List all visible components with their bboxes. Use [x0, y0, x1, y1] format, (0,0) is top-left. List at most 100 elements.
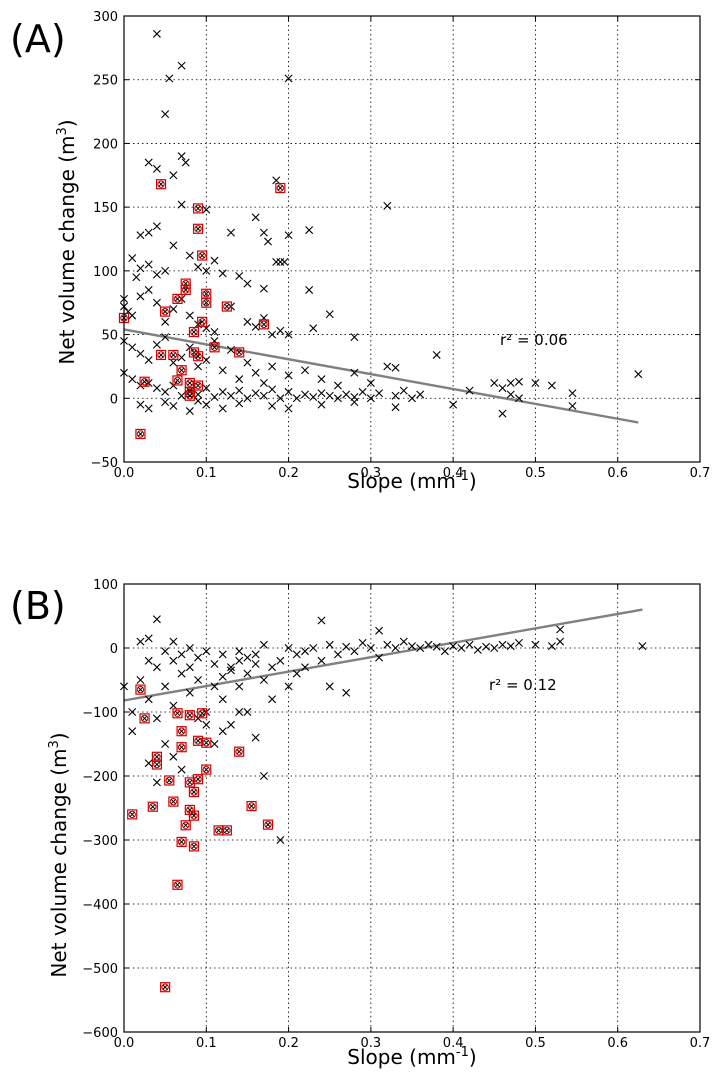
panel-b-data-point [259, 640, 268, 649]
panel-b-data-point [391, 644, 400, 652]
panel-a-data-point [177, 61, 186, 70]
panel-a-data-point [391, 403, 400, 412]
panel-b-data-point [342, 688, 351, 697]
panel-b-ytick-label: −300 [82, 834, 118, 849]
panel-b-data-point [185, 644, 194, 652]
panel-b-ytick-label: −400 [82, 898, 118, 913]
panel-a-data-point [350, 368, 359, 377]
panel-a-data-point [568, 389, 577, 398]
panel-a-ytick-label: 50 [101, 329, 118, 344]
panel-b-data-point [218, 650, 227, 659]
panel-a-data-point [144, 285, 153, 294]
panel-b-ytick-label: −200 [82, 770, 118, 785]
panel-b-data-point [210, 660, 219, 668]
panel-a-highlighted-point [172, 375, 183, 386]
panel-a-data-point [301, 366, 310, 375]
panel-a-data-point [169, 358, 178, 367]
panel-b-xtick-label: 0.5 [525, 1036, 546, 1051]
panel-a-data-point [375, 389, 384, 398]
panel-b-data-point [449, 642, 458, 651]
panel-b-xlabel: Slope (mm [347, 1045, 456, 1069]
panel-a-data-point [251, 322, 260, 331]
panel-b-data-point [556, 637, 565, 646]
panel-a-data-point [350, 333, 359, 342]
panel-a-data-point [128, 343, 137, 352]
panel-a-data-point [194, 390, 203, 399]
panel-b-data-point [432, 642, 441, 651]
panel-b-data-point [218, 695, 227, 704]
panel-b-data-point [251, 733, 260, 742]
panel-a-data-point [399, 386, 408, 395]
panel-a-data-point [408, 394, 416, 403]
panel-b-highlighted-point [221, 825, 232, 836]
panel-a-data-point [194, 396, 203, 405]
panel-a-data-point [276, 257, 285, 266]
panel-b-data-point [284, 644, 293, 652]
panel-a-highlighted-point [221, 301, 232, 312]
panel-a-data-point [181, 158, 190, 167]
panel-b-data-point [161, 740, 170, 748]
panel-b-data-point [202, 647, 211, 656]
panel-b-highlighted-point [188, 810, 200, 821]
panel-b-data-point [226, 666, 235, 675]
panel-b-xtick-label: 0.1 [196, 1036, 217, 1051]
panel-b-data-point [152, 615, 161, 624]
panel-a-highlighted-point [176, 365, 187, 376]
panel-a-data-point [169, 305, 178, 314]
panel-b-data-point [128, 708, 137, 716]
panel-a-data-point [264, 237, 272, 246]
panel-b-data-point [301, 647, 310, 656]
panel-b-data-point [210, 682, 219, 691]
panel-b-highlighted-point [180, 820, 191, 831]
panel-b-data-point [226, 720, 235, 729]
panel-a-data-point [383, 362, 392, 371]
panel-a-data-point [490, 379, 499, 387]
panel-b-xlabel-sup: -1 [456, 1045, 469, 1060]
panel-a-highlighted-point [135, 428, 146, 440]
panel-b-data-point [465, 640, 474, 649]
panel-a-highlighted-point [201, 297, 212, 308]
panel-a-r2-annotation: r² = 0.06 [500, 331, 568, 349]
panel-b-data-point [210, 740, 219, 748]
panel-b-data-point [202, 720, 211, 729]
panel-b-data-point [317, 656, 326, 665]
panel-a-data-point [498, 384, 507, 393]
panel-a-highlighted-point [234, 347, 245, 358]
panel-a-xtick-label: 0.3 [361, 466, 382, 481]
panel-a-data-point [169, 171, 178, 180]
panel-a-data-point [226, 228, 235, 237]
panel-a-data-point [309, 324, 318, 333]
panel-a-data-point [284, 387, 293, 396]
panel-b-xtick-label: 0.0 [114, 1036, 135, 1051]
panel-a-data-point [218, 404, 227, 413]
panel-a-data-point [218, 269, 227, 278]
panel-b-data-point [161, 682, 170, 691]
panel-b-xlabel-suffix: ) [469, 1045, 477, 1069]
panel-b-data-point [243, 653, 252, 662]
panel-a-data-point [152, 29, 161, 38]
panel-a-xtick-label: 0.6 [607, 466, 628, 481]
panel-a-data-point [284, 330, 293, 339]
panel-a-data-point [333, 381, 342, 390]
panel-b-data-point [251, 660, 260, 668]
panel-a-data-point [243, 358, 252, 367]
panel-a-xtick-label: 0.2 [278, 466, 299, 481]
panel-b-data-point [482, 642, 491, 651]
panel-b-data-point [399, 637, 408, 646]
panel-a-data-point [202, 400, 211, 409]
panel-b-highlighted-point [135, 684, 146, 695]
panel-a-data-point [284, 404, 293, 413]
panel-a-xtick-label: 0.1 [196, 466, 217, 481]
panel-a-data-point [259, 391, 268, 400]
panel-a-data-point [317, 375, 326, 384]
panel-a-data-point [317, 400, 326, 409]
panel-a-ytick-label: 150 [93, 201, 118, 216]
panel-b-data-point [514, 638, 523, 647]
panel-a-highlighted-point [275, 182, 286, 194]
panel-b-xtick-label: 0.3 [361, 1036, 382, 1051]
panel-a-data-point [235, 399, 244, 408]
panel-b-data-point [268, 695, 277, 704]
panel-a-data-point [350, 398, 359, 407]
panel-b-ylabel: Net volume change (m [47, 748, 71, 977]
panel-b-data-point [144, 656, 153, 665]
